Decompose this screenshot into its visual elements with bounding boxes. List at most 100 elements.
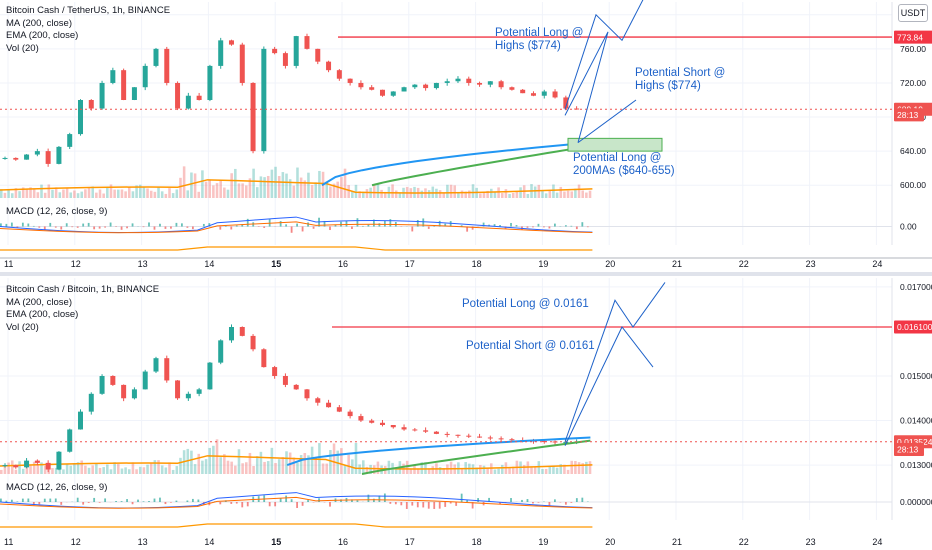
macd-histogram-bar bbox=[526, 226, 529, 228]
volume-bar bbox=[153, 191, 157, 198]
candle-body bbox=[272, 367, 278, 376]
macd-histogram-bar bbox=[126, 226, 128, 229]
volume-bar bbox=[358, 191, 361, 198]
volume-bar bbox=[460, 468, 464, 474]
macd-histogram-bar bbox=[142, 226, 145, 228]
volume-bar bbox=[109, 469, 113, 474]
macd-histogram-bar bbox=[296, 223, 298, 227]
volume-bar bbox=[500, 193, 504, 198]
volume-bar bbox=[47, 469, 51, 474]
macd-histogram-bar bbox=[444, 502, 447, 507]
volume-bar bbox=[394, 190, 398, 198]
volume-bar bbox=[581, 190, 584, 198]
macd-histogram-bar bbox=[181, 223, 183, 227]
volume-bar bbox=[552, 184, 555, 198]
volume-bar bbox=[533, 466, 537, 474]
macd-histogram-bar bbox=[532, 226, 534, 228]
volume-bar bbox=[588, 190, 592, 198]
volume-bar bbox=[526, 193, 530, 198]
volume-bar bbox=[329, 450, 332, 474]
macd-histogram-bar bbox=[219, 502, 222, 505]
volume-bar bbox=[391, 184, 394, 198]
volume-bar bbox=[530, 466, 533, 474]
time-axis-label: 19 bbox=[538, 259, 548, 269]
volume-bar bbox=[248, 178, 252, 198]
volume-bar bbox=[179, 457, 182, 474]
volume-bar bbox=[449, 461, 453, 474]
volume-bar bbox=[106, 464, 109, 474]
macd-histogram-bar bbox=[389, 219, 392, 227]
volume-bar bbox=[296, 462, 299, 474]
macd-histogram-bar bbox=[400, 502, 403, 506]
macd-histogram-bar bbox=[131, 223, 134, 227]
macd-histogram-bar bbox=[224, 225, 227, 227]
volume-bar bbox=[270, 447, 274, 474]
annotation-long-highs-line1: Potential Long @ bbox=[495, 27, 583, 39]
volume-bar bbox=[537, 461, 541, 474]
volume-bar bbox=[18, 461, 21, 474]
macd-histogram-bar bbox=[301, 502, 304, 506]
macd-histogram-bar bbox=[499, 502, 501, 505]
macd-histogram-bar bbox=[340, 499, 342, 502]
volume-bar bbox=[486, 190, 489, 198]
macd-histogram-bar bbox=[279, 221, 282, 227]
volume-bar bbox=[69, 192, 73, 198]
time-axis-label: 12 bbox=[71, 259, 81, 269]
volume-bar bbox=[438, 467, 442, 474]
volume-bar bbox=[182, 166, 186, 198]
volume-bar bbox=[263, 177, 266, 198]
candle-body bbox=[466, 78, 472, 83]
price-tag-label: 773.84 bbox=[897, 32, 923, 42]
macd-histogram-bar bbox=[93, 497, 96, 502]
y-tick-label: 640.00 bbox=[900, 146, 926, 156]
macd-histogram-bar bbox=[488, 497, 490, 502]
macd-histogram-bar bbox=[455, 502, 458, 506]
candle-body bbox=[164, 48, 170, 83]
macd-histogram-bar bbox=[241, 502, 244, 508]
candle-body bbox=[487, 81, 493, 85]
candle-body bbox=[379, 422, 385, 425]
macd-histogram-bar bbox=[356, 218, 359, 227]
volume-bar bbox=[266, 461, 270, 474]
currency-unit-button[interactable]: USDT bbox=[898, 4, 928, 22]
volume-bar bbox=[398, 192, 402, 198]
macd-histogram-bar bbox=[394, 502, 397, 505]
macd-histogram-bar bbox=[334, 224, 337, 227]
ma200-line bbox=[321, 141, 591, 187]
volume-bar bbox=[102, 467, 105, 474]
volume-bar bbox=[511, 466, 515, 474]
volume-bar bbox=[223, 187, 226, 198]
volume-bar bbox=[84, 189, 87, 198]
macd-histogram-bar bbox=[274, 502, 277, 507]
macd-histogram-bar bbox=[345, 220, 348, 227]
volume-bar bbox=[281, 172, 285, 198]
candle-body bbox=[272, 48, 278, 54]
volume-bar bbox=[555, 467, 559, 474]
ema200-line bbox=[371, 145, 591, 187]
volume-bar bbox=[197, 453, 201, 474]
candle-body bbox=[369, 87, 375, 90]
macd-histogram-bar bbox=[159, 497, 161, 502]
macd-histogram-bar bbox=[416, 502, 419, 508]
volume-bar bbox=[442, 192, 446, 198]
volume-bar bbox=[471, 184, 475, 198]
macd-histogram-bar bbox=[87, 502, 90, 503]
macd-histogram-bar bbox=[356, 500, 359, 502]
annotation-long-ma-line1: Potential Long @ bbox=[573, 152, 661, 164]
macd-histogram-bar bbox=[82, 502, 85, 505]
time-axis-label: 21 bbox=[672, 259, 682, 269]
macd-histogram-bar bbox=[438, 220, 441, 227]
volume-bar bbox=[482, 192, 486, 198]
ma200-line bbox=[286, 436, 591, 467]
macd-histogram-bar bbox=[444, 223, 447, 227]
macd-histogram-bar bbox=[186, 226, 189, 228]
macd-histogram-bar bbox=[153, 498, 156, 502]
macd-histogram-bar bbox=[422, 218, 425, 227]
volume-bar bbox=[383, 191, 387, 198]
macd-histogram-bar bbox=[279, 498, 282, 502]
volume-bar bbox=[343, 168, 347, 198]
time-axis-label: 17 bbox=[405, 537, 415, 547]
candle-body bbox=[282, 53, 288, 66]
volume-bar bbox=[574, 188, 577, 198]
volume-bar bbox=[65, 188, 69, 198]
